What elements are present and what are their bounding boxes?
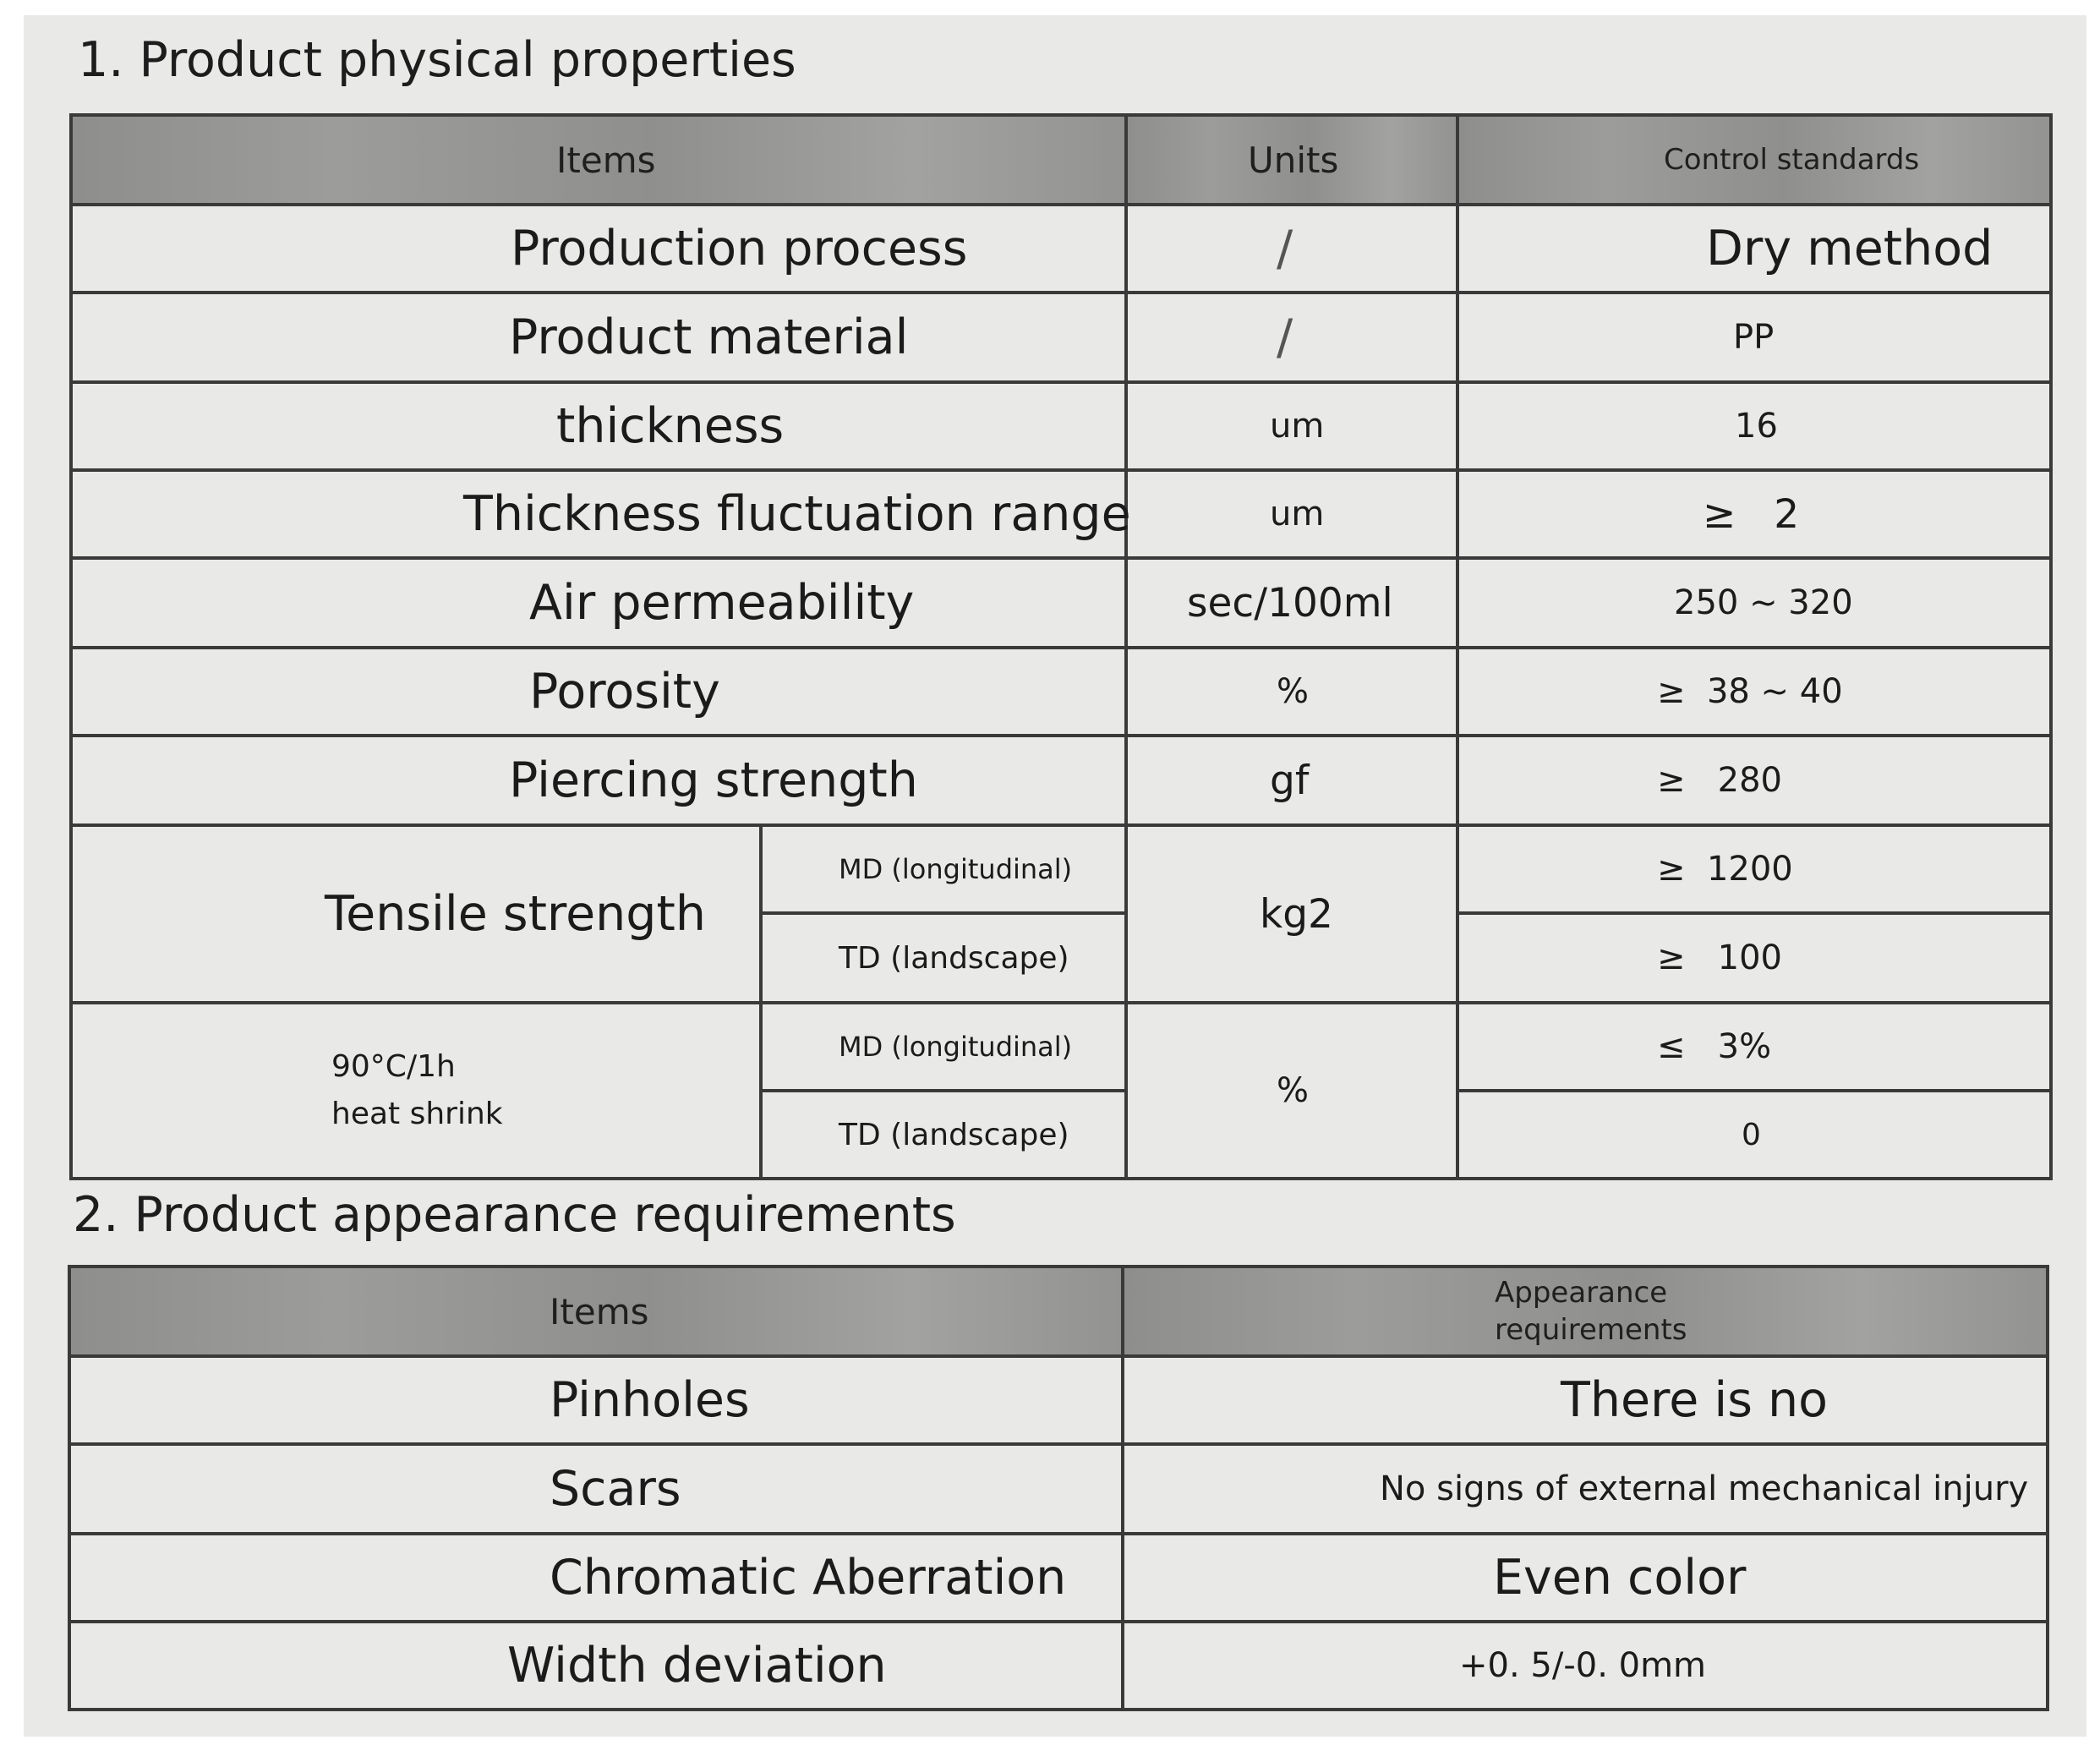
standard-piercing-strength: ≥ 280 bbox=[1456, 734, 2053, 827]
shrink-td-label: TD (landscape) bbox=[759, 1089, 1128, 1180]
standard-thickness-fluctuation: ≥ 2 bbox=[1456, 468, 2053, 560]
item-scars: Scars bbox=[68, 1442, 1124, 1535]
unit-production-process: / bbox=[1124, 203, 1459, 294]
unit-porosity: % bbox=[1124, 646, 1459, 737]
table-header-row: Items Units Control standards bbox=[69, 113, 2053, 206]
item-thickness: thickness bbox=[69, 380, 1128, 472]
table-row: thickness um 16 bbox=[69, 380, 2053, 472]
item-product-material: Product material bbox=[69, 291, 1128, 384]
unit-thickness-fluctuation: um bbox=[1124, 468, 1459, 560]
table-row: Air permeability sec/100ml 250 ~ 320 bbox=[69, 556, 2053, 649]
appearance-requirements-table: Items Appearance requirements Pinholes T… bbox=[68, 1265, 2049, 1711]
requirement-chromatic-aberration: Even color bbox=[1121, 1532, 2049, 1623]
table-row: Production process / Dry method bbox=[69, 203, 2053, 294]
standard-production-process: Dry method bbox=[1456, 203, 2053, 294]
requirement-width-deviation: +0. 5/-0. 0mm bbox=[1121, 1620, 2049, 1711]
heat-shrink-label: heat shrink bbox=[331, 1097, 503, 1131]
standard-product-material: PP bbox=[1456, 291, 2053, 384]
item-heat-shrink: 90°C/1h heat shrink bbox=[69, 1001, 763, 1180]
table-row-shrink-td: TD (landscape) 0 bbox=[71, 1089, 2053, 1180]
header-appearance-requirements: Appearance requirements bbox=[1121, 1265, 2049, 1358]
shrink-md-label: MD (longitudinal) bbox=[759, 1001, 1128, 1092]
standard-thickness: 16 bbox=[1456, 380, 2053, 472]
header-items: Items bbox=[69, 113, 1128, 206]
unit-air-permeability: sec/100ml bbox=[1124, 556, 1459, 649]
unit-product-material: / bbox=[1124, 291, 1459, 384]
table-row: Chromatic Aberration Even color bbox=[68, 1532, 2049, 1623]
item-piercing-strength: Piercing strength bbox=[69, 734, 1128, 827]
table-row-shrink-md: 90°C/1h heat shrink MD (longitudinal) % … bbox=[69, 1001, 2053, 1180]
standard-shrink-td: 0 bbox=[1456, 1089, 2053, 1180]
item-production-process: Production process bbox=[69, 203, 1128, 294]
section1-title: 1. Product physical properties bbox=[78, 32, 796, 88]
table-row-tensile-md: Tensile strength MD (longitudinal) kg2 ≥… bbox=[69, 823, 2053, 1004]
table-row: Thickness fluctuation range um ≥ 2 bbox=[69, 468, 2053, 560]
standard-shrink-md: ≤ 3% bbox=[1456, 1001, 2053, 1092]
tensile-td-label: TD (landscape) bbox=[759, 911, 1128, 1004]
table-row-tensile-td: TD (landscape) ≥ 100 bbox=[71, 911, 2053, 1004]
table-row: Porosity % ≥ 38 ~ 40 bbox=[69, 646, 2053, 737]
unit-thickness: um bbox=[1124, 380, 1459, 472]
table-header-row: Items Appearance requirements bbox=[68, 1265, 2049, 1358]
unit-piercing-strength: gf bbox=[1124, 734, 1459, 827]
standard-tensile-md: ≥ 1200 bbox=[1456, 823, 2053, 915]
standard-air-permeability: 250 ~ 320 bbox=[1456, 556, 2053, 649]
standard-porosity: ≥ 38 ~ 40 bbox=[1456, 646, 2053, 737]
table-row: Piercing strength gf ≥ 280 bbox=[69, 734, 2053, 827]
table-row: Scars No signs of external mechanical in… bbox=[68, 1442, 2049, 1535]
physical-properties-table: Items Units Control standards Production… bbox=[69, 113, 2053, 1180]
tensile-md-label: MD (longitudinal) bbox=[759, 823, 1128, 915]
requirement-pinholes: There is no bbox=[1121, 1354, 2049, 1446]
section2-title: 2. Product appearance requirements bbox=[73, 1187, 956, 1243]
item-air-permeability: Air permeability bbox=[69, 556, 1128, 649]
requirement-scars: No signs of external mechanical injury bbox=[1121, 1442, 2049, 1535]
unit-tensile-strength: kg2 bbox=[1124, 823, 1459, 1004]
item-thickness-fluctuation: Thickness fluctuation range bbox=[69, 468, 1131, 560]
table-row: Product material / PP bbox=[69, 291, 2053, 384]
header-control-standards: Control standards bbox=[1456, 113, 2053, 206]
unit-heat-shrink: % bbox=[1124, 1001, 1459, 1180]
item-tensile-strength: Tensile strength bbox=[69, 823, 763, 1004]
item-chromatic-aberration: Chromatic Aberration bbox=[68, 1532, 1124, 1623]
header-units: Units bbox=[1124, 113, 1459, 206]
table-row: Pinholes There is no bbox=[68, 1354, 2049, 1446]
standard-tensile-td: ≥ 100 bbox=[1456, 911, 2053, 1004]
heat-shrink-condition: 90°C/1h bbox=[331, 1049, 456, 1084]
table-row: Width deviation +0. 5/-0. 0mm bbox=[68, 1620, 2049, 1711]
item-pinholes: Pinholes bbox=[68, 1354, 1124, 1446]
item-porosity: Porosity bbox=[69, 646, 1128, 737]
header-items: Items bbox=[68, 1265, 1124, 1358]
item-width-deviation: Width deviation bbox=[68, 1620, 1124, 1711]
